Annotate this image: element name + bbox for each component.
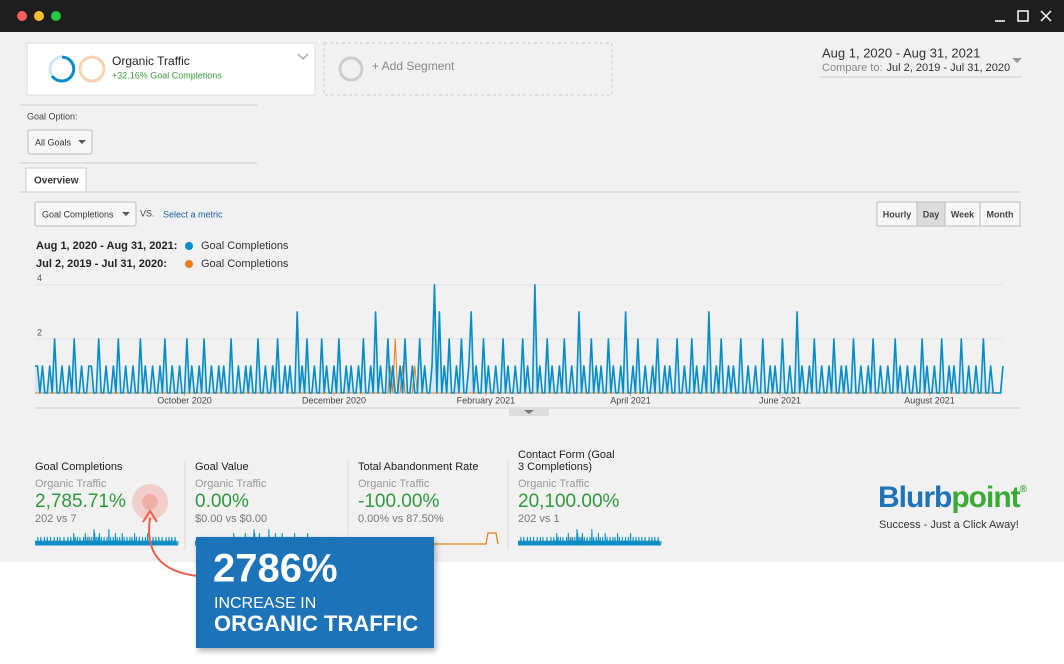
sparkline xyxy=(358,532,499,545)
logo-a: Blurb xyxy=(878,481,952,514)
metric-value: 0.00% xyxy=(195,491,249,512)
x-tick-label: April 2021 xyxy=(610,395,651,405)
minimize-dot[interactable] xyxy=(34,11,44,21)
metric-comparison: 0.00% vs 87.50% xyxy=(358,513,444,525)
metric-comparison: $0.00 vs $0.00 xyxy=(195,513,267,525)
x-tick-label: August 2021 xyxy=(904,395,955,405)
add-segment-card[interactable] xyxy=(323,42,613,96)
callout-value: 2786% xyxy=(213,547,338,591)
y-tick-label: 2 xyxy=(37,327,42,337)
compare-label: Compare to: xyxy=(822,62,883,74)
segment-subtitle: +32.16% Goal Completions xyxy=(112,70,222,80)
metric-title: Total Abandonment Rate xyxy=(358,461,478,473)
callout-line1: INCREASE IN xyxy=(214,595,316,612)
metric-segment: Organic Traffic xyxy=(518,478,590,490)
sparkline xyxy=(517,529,662,546)
highlight-dot xyxy=(142,494,158,510)
vs-label: VS. xyxy=(140,208,155,218)
legend-period: Jul 2, 2019 - Jul 31, 2020: xyxy=(36,258,167,270)
granularity-button[interactable] xyxy=(979,201,1021,227)
metric-comparison: 202 vs 1 xyxy=(518,513,560,525)
metric-title-line: 3 Completions) xyxy=(518,461,592,473)
callout-box xyxy=(196,537,434,648)
metric-title: Goal Value xyxy=(195,461,249,473)
series-line xyxy=(35,284,1004,394)
granularity-label: Month xyxy=(987,209,1014,219)
callout-arrowhead xyxy=(142,509,158,523)
callout-arrow xyxy=(148,517,199,577)
highlight-halo xyxy=(132,484,168,520)
legend-dot xyxy=(185,242,193,250)
logo-b: point xyxy=(951,481,1020,514)
tab[interactable] xyxy=(25,167,87,193)
metric-title: Goal Completions xyxy=(35,461,123,473)
segment-donut-compare xyxy=(78,55,106,83)
goal-option-value: All Goals xyxy=(35,137,72,147)
segment-donut-arc xyxy=(50,55,76,83)
compare-range: Jul 2, 2019 - Jul 31, 2020 xyxy=(887,62,1011,74)
x-tick-label: June 2021 xyxy=(759,395,801,405)
segment-name: Organic Traffic xyxy=(112,54,190,68)
metric-select-label: Goal Completions xyxy=(42,209,114,219)
goal-select[interactable] xyxy=(27,129,93,155)
legend-dot xyxy=(185,260,193,268)
metric-title: Contact Form (Goal 3 Completions) xyxy=(518,449,615,473)
maximize-icon[interactable] xyxy=(1017,10,1029,22)
metric-comparison: 202 vs 7 xyxy=(35,513,77,525)
callout-line2: ORGANIC TRAFFIC xyxy=(214,611,418,636)
granularity-button[interactable] xyxy=(944,201,981,227)
metric-segment: Organic Traffic xyxy=(195,478,267,490)
add-segment[interactable]: + Add Segment xyxy=(372,59,455,73)
metric-title-line: Contact Form (Goal xyxy=(518,449,615,461)
metric-value: 2,785.71% xyxy=(35,491,126,512)
select-arrow xyxy=(78,140,86,144)
close-icon[interactable] xyxy=(1040,10,1052,22)
metric-segment: Organic Traffic xyxy=(358,478,430,490)
select-arrow xyxy=(122,212,130,216)
x-tick-label: February 2021 xyxy=(457,395,516,405)
metric-select[interactable] xyxy=(34,201,137,227)
metric-value: -100.00% xyxy=(358,491,439,512)
granularity-label: Day xyxy=(923,209,940,219)
close-dot[interactable] xyxy=(17,11,27,21)
title-bar xyxy=(0,0,1064,32)
tab-label: Overview xyxy=(34,176,79,187)
collapse-arrow xyxy=(524,410,534,414)
add-segment-circle xyxy=(338,56,364,82)
y-tick-label: 4 xyxy=(37,273,42,283)
legend-name: Goal Completions xyxy=(201,258,289,270)
legend-period: Aug 1, 2020 - Aug 31, 2021: xyxy=(36,240,177,252)
granularity-label: Week xyxy=(951,209,975,219)
segment-card[interactable] xyxy=(26,42,316,96)
granularity-label: Hourly xyxy=(883,209,912,219)
segment-chevron[interactable] xyxy=(297,53,309,61)
logo-tagline: Success - Just a Click Away! xyxy=(879,519,1019,531)
sparkline xyxy=(34,529,179,546)
metric-segment: Organic Traffic xyxy=(35,478,107,490)
zoom-dot[interactable] xyxy=(51,11,61,21)
x-tick-label: October 2020 xyxy=(157,395,212,405)
legend-name: Goal Completions xyxy=(201,240,289,252)
date-range: Aug 1, 2020 - Aug 31, 2021 xyxy=(822,45,980,60)
select-metric[interactable]: Select a metric xyxy=(163,209,223,219)
date-dropdown[interactable] xyxy=(1012,58,1022,63)
goal-option-label: Goal Option: xyxy=(27,111,78,121)
date-compare: Compare to: Jul 2, 2019 - Jul 31, 2020 xyxy=(822,62,1010,74)
logo: Blurbpoint® xyxy=(878,481,1028,514)
logo-mark: ® xyxy=(1020,484,1028,495)
metric-value: 20,100.00% xyxy=(518,491,620,512)
x-tick-label: December 2020 xyxy=(302,395,366,405)
